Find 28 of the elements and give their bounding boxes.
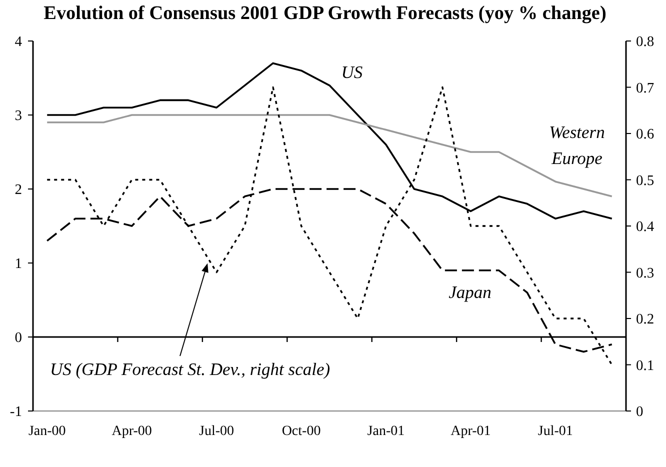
x-tick-label: Oct-00 <box>282 424 321 439</box>
x-tick-label: Apr-00 <box>112 424 152 439</box>
y-tick-label: 2 <box>14 182 22 198</box>
y-tick-label: 4 <box>14 34 23 50</box>
y-tick-label: 3 <box>14 108 22 124</box>
y-tick-label: -1 <box>10 404 22 420</box>
y-tick-label: 1 <box>14 256 22 272</box>
y2-tick-label: 0.7 <box>636 80 654 96</box>
y2-tick-label: 0.6 <box>636 126 654 143</box>
y2-tick-label: 0.2 <box>636 312 654 328</box>
x-tick-label: Apr-01 <box>450 424 491 439</box>
line-series <box>46 114 613 198</box>
series-label: US <box>341 62 363 82</box>
x-tick-label: Jul-01 <box>538 424 573 439</box>
x-tick-label: Jan-00 <box>28 424 66 439</box>
series-label: Japan <box>448 282 492 302</box>
series-label: Western Europe <box>549 122 605 168</box>
y2-tick-label: 0.3 <box>636 265 654 282</box>
x-tick-label: Jan-01 <box>367 424 405 439</box>
y2-tick-label: 0.1 <box>636 358 654 374</box>
y2-tick-label: 0 <box>636 404 644 420</box>
y2-tick-label: 0.4 <box>636 219 655 236</box>
annotation: US (GDP Forecast St. Dev., right scale) <box>50 359 330 379</box>
y-tick-label: 0 <box>14 330 22 346</box>
y2-tick-label: 0.8 <box>636 34 654 50</box>
chart-title: Evolution of Consensus 2001 GDP Growth Forecasts (yoy % change) <box>44 3 606 24</box>
y2-tick-label: 0.5 <box>636 172 654 189</box>
x-tick-label: Jul-00 <box>199 424 234 439</box>
